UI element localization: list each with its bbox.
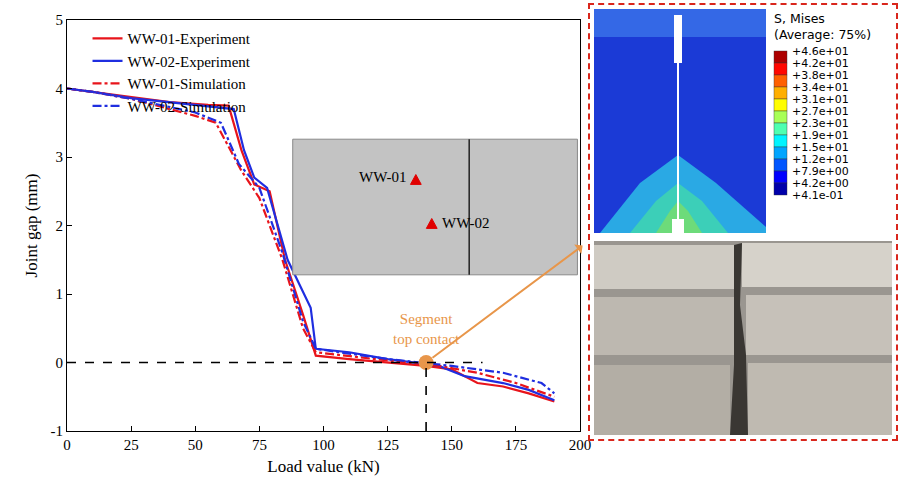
svg-text:+7.9e+00: +7.9e+00 bbox=[792, 165, 849, 178]
svg-text:4: 4 bbox=[55, 81, 63, 97]
svg-text:0: 0 bbox=[63, 437, 71, 453]
svg-text:150: 150 bbox=[441, 437, 464, 453]
svg-text:WW-01: WW-01 bbox=[359, 169, 406, 185]
svg-text:WW-02-Simulation: WW-02-Simulation bbox=[128, 99, 247, 115]
svg-text:+4.2e+01: +4.2e+01 bbox=[792, 57, 849, 70]
svg-text:75: 75 bbox=[252, 437, 267, 453]
svg-text:Segmenttop contact: Segmenttop contact bbox=[393, 311, 460, 347]
svg-text:Joint gap (mm): Joint gap (mm) bbox=[22, 174, 41, 278]
svg-text:50: 50 bbox=[188, 437, 203, 453]
svg-text:3: 3 bbox=[55, 149, 63, 165]
svg-text:0: 0 bbox=[55, 355, 63, 371]
svg-text:+1.2e+01: +1.2e+01 bbox=[792, 153, 849, 166]
svg-text:125: 125 bbox=[376, 437, 399, 453]
svg-text:25: 25 bbox=[124, 437, 139, 453]
svg-text:+4.1e-01: +4.1e-01 bbox=[792, 189, 843, 202]
svg-text:+2.7e+01: +2.7e+01 bbox=[792, 105, 849, 118]
svg-text:WW-01-Experiment: WW-01-Experiment bbox=[128, 31, 251, 47]
svg-text:5: 5 bbox=[55, 12, 63, 28]
svg-text:+3.8e+01: +3.8e+01 bbox=[792, 69, 849, 82]
svg-text:+1.9e+01: +1.9e+01 bbox=[792, 129, 849, 142]
svg-text:WW-02-Experiment: WW-02-Experiment bbox=[128, 54, 251, 70]
svg-text:+4.6e+01: +4.6e+01 bbox=[792, 45, 849, 58]
svg-text:+1.5e+01: +1.5e+01 bbox=[792, 141, 849, 154]
svg-text:+4.2e+00: +4.2e+00 bbox=[792, 177, 849, 190]
svg-text:+2.3e+01: +2.3e+01 bbox=[792, 117, 849, 130]
svg-text:S, Mises: S, Mises bbox=[774, 11, 825, 26]
svg-text:(Average: 75%): (Average: 75%) bbox=[774, 27, 871, 42]
svg-text:+3.4e+01: +3.4e+01 bbox=[792, 81, 849, 94]
svg-text:-1: -1 bbox=[50, 423, 63, 439]
svg-text:WW-02: WW-02 bbox=[442, 215, 489, 231]
svg-text:2: 2 bbox=[55, 218, 63, 234]
svg-text:WW-01-Simulation: WW-01-Simulation bbox=[128, 76, 247, 92]
svg-text:1: 1 bbox=[55, 286, 63, 302]
svg-text:Load value (kN): Load value (kN) bbox=[267, 457, 379, 476]
svg-text:+3.1e+01: +3.1e+01 bbox=[792, 93, 849, 106]
svg-text:200: 200 bbox=[568, 437, 592, 454]
svg-text:175: 175 bbox=[505, 437, 528, 453]
svg-text:100: 100 bbox=[312, 437, 335, 453]
